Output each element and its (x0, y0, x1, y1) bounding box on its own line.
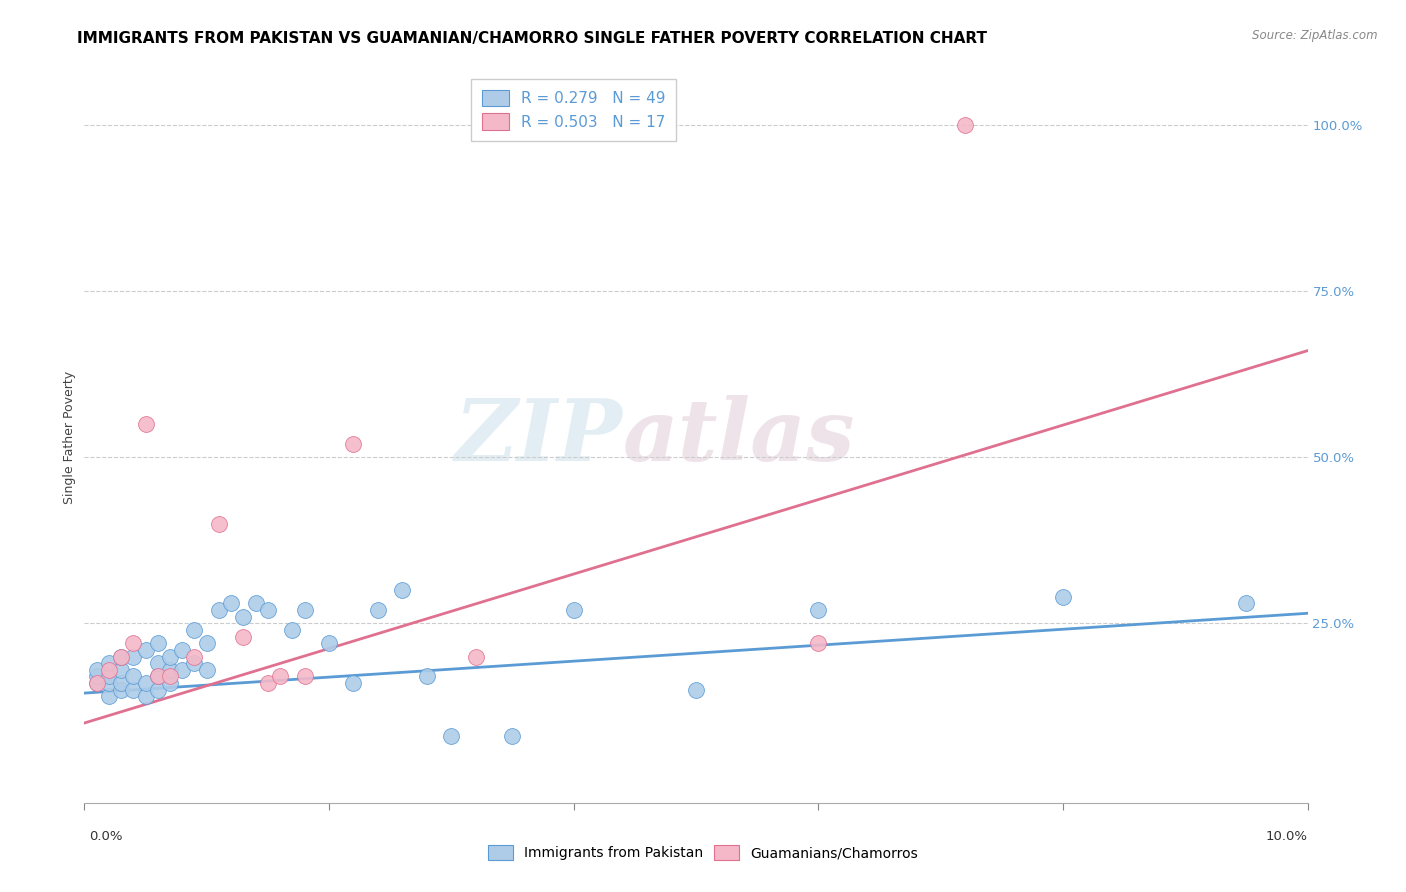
Point (342, 436, 364, 450)
Point (146, 682, 169, 697)
Point (502, 729, 524, 743)
Point (562, 603, 585, 617)
Point (159, 663, 181, 677)
Point (146, 669, 169, 683)
Point (807, 636, 830, 650)
Point (97, 669, 120, 683)
Point (172, 643, 194, 657)
Point (294, 603, 316, 617)
Point (440, 729, 463, 743)
Point (135, 417, 157, 431)
Point (269, 669, 291, 683)
Point (183, 649, 205, 664)
Point (86, 663, 108, 677)
Text: ZIP: ZIP (454, 395, 623, 479)
Point (183, 656, 205, 670)
Point (391, 582, 413, 597)
Point (86, 676, 108, 690)
Point (97, 663, 120, 677)
Point (159, 669, 181, 683)
Point (86, 669, 108, 683)
Point (232, 630, 254, 644)
Point (685, 682, 707, 697)
Point (807, 603, 830, 617)
Point (183, 623, 205, 637)
Point (464, 649, 486, 664)
Point (135, 690, 157, 704)
Legend: R = 0.279   N = 49, R = 0.503   N = 17: R = 0.279 N = 49, R = 0.503 N = 17 (471, 79, 676, 141)
Point (195, 663, 218, 677)
Point (110, 682, 132, 697)
Point (146, 636, 169, 650)
Point (122, 636, 145, 650)
Point (245, 596, 267, 610)
Text: IMMIGRANTS FROM PAKISTAN VS GUAMANIAN/CHAMORRO SINGLE FATHER POVERTY CORRELATION: IMMIGRANTS FROM PAKISTAN VS GUAMANIAN/CH… (77, 31, 987, 46)
Legend: Immigrants from Pakistan, Guamanians/Chamorros: Immigrants from Pakistan, Guamanians/Cha… (481, 838, 925, 867)
Point (1052, 590, 1074, 604)
Point (219, 596, 242, 610)
Point (110, 676, 132, 690)
Point (86, 676, 108, 690)
Point (135, 676, 157, 690)
Point (97, 656, 120, 670)
Y-axis label: Single Father Poverty: Single Father Poverty (63, 370, 76, 504)
Point (416, 669, 439, 683)
Point (281, 623, 304, 637)
Point (122, 649, 145, 664)
Text: Source: ZipAtlas.com: Source: ZipAtlas.com (1253, 29, 1378, 42)
Point (146, 669, 169, 683)
Text: atlas: atlas (623, 395, 855, 479)
Point (257, 676, 280, 690)
Point (110, 649, 132, 664)
Point (146, 656, 169, 670)
Point (97, 690, 120, 704)
Text: 0.0%: 0.0% (89, 830, 122, 843)
Point (232, 609, 254, 624)
Point (159, 649, 181, 664)
Point (159, 676, 181, 690)
Point (208, 603, 231, 617)
Point (110, 649, 132, 664)
Point (135, 643, 157, 657)
Point (318, 636, 340, 650)
Point (367, 603, 389, 617)
Point (257, 603, 280, 617)
Point (122, 682, 145, 697)
Point (110, 663, 132, 677)
Point (172, 663, 194, 677)
Text: 10.0%: 10.0% (1265, 830, 1308, 843)
Point (953, 118, 976, 132)
Point (342, 676, 364, 690)
Point (97, 676, 120, 690)
Point (294, 669, 316, 683)
Point (208, 516, 231, 531)
Point (1236, 596, 1258, 610)
Point (122, 669, 145, 683)
Point (195, 636, 218, 650)
